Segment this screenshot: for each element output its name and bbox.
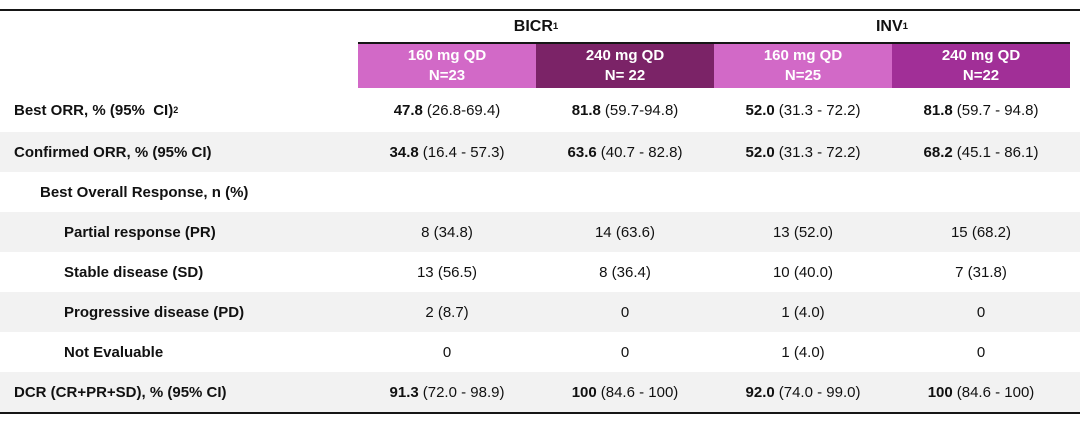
row-label: Partial response (PR) bbox=[64, 223, 216, 241]
data-cell: 81.8 (59.7 - 94.8) bbox=[923, 101, 1039, 119]
dose-label: 160 mg QD bbox=[763, 47, 843, 64]
data-cell bbox=[536, 172, 714, 212]
table-row-dcr: DCR (CR+PR+SD), % (95% CI) 91.3 (72.0 - 9… bbox=[0, 372, 1080, 412]
row-label: Progressive disease (PD) bbox=[64, 303, 245, 321]
data-cell: 1 (4.0) bbox=[781, 303, 825, 321]
dose-header-spacer bbox=[0, 42, 358, 88]
data-cell: 34.8 (16.4 - 57.3) bbox=[389, 143, 505, 161]
row-label: Not Evaluable bbox=[64, 343, 164, 361]
data-cell: 1 (4.0) bbox=[781, 343, 825, 361]
data-cell: 0 bbox=[620, 343, 630, 361]
data-cell: 0 bbox=[620, 303, 630, 321]
row-label: Stable disease (SD) bbox=[64, 263, 204, 281]
data-cell: 15 (68.2) bbox=[950, 223, 1012, 241]
data-cell: 8 (36.4) bbox=[599, 263, 651, 281]
n-label: N= 22 bbox=[604, 67, 646, 84]
col-header-bicr-240: 240 mg QD N= 22 bbox=[536, 42, 714, 88]
bottom-rule bbox=[0, 412, 1080, 414]
group-header-bicr: BICR 1 bbox=[513, 17, 559, 35]
table-row-not-evaluable: Not Evaluable 0 0 1 (4.0) 0 bbox=[0, 332, 1080, 372]
data-cell: 81.8 (59.7-94.8) bbox=[571, 101, 679, 119]
group-label-inv: INV bbox=[875, 17, 903, 35]
n-label: N=22 bbox=[962, 67, 1000, 84]
data-cell: 14 (63.6) bbox=[594, 223, 656, 241]
col-header-inv-160: 160 mg QD N=25 bbox=[714, 42, 892, 88]
data-cell: 2 (8.7) bbox=[425, 303, 469, 321]
data-cell: 100 (84.6 - 100) bbox=[927, 383, 1035, 401]
row-label: Best ORR, % (95% CI) 2 bbox=[14, 101, 179, 119]
data-cell: 8 (34.8) bbox=[421, 223, 473, 241]
data-cell: 92.0 (74.0 - 99.0) bbox=[745, 383, 861, 401]
data-cell: 63.6 (40.7 - 82.8) bbox=[567, 143, 683, 161]
n-label: N=23 bbox=[428, 67, 466, 84]
n-label: N=25 bbox=[784, 67, 822, 84]
table-row-progressive-disease: Progressive disease (PD) 2 (8.7) 0 1 (4.… bbox=[0, 292, 1080, 332]
dose-label: 160 mg QD bbox=[407, 47, 487, 64]
table-row-confirmed-orr: Confirmed ORR, % (95% CI) 34.8 (16.4 - 57… bbox=[0, 132, 1080, 172]
table-row-partial-response: Partial response (PR) 8 (34.8) 14 (63.6)… bbox=[0, 212, 1080, 252]
data-cell: 0 bbox=[976, 303, 986, 321]
row-label: Confirmed ORR, % (95% CI) bbox=[14, 143, 212, 161]
dose-label: 240 mg QD bbox=[585, 47, 665, 64]
group-header-spacer bbox=[0, 11, 358, 42]
group-header-inv: INV 1 bbox=[875, 17, 908, 35]
data-cell: 0 bbox=[442, 343, 452, 361]
row-label: Best Overall Response, n (%) bbox=[40, 183, 249, 201]
data-cell: 68.2 (45.1 - 86.1) bbox=[923, 143, 1039, 161]
data-cell bbox=[358, 172, 536, 212]
data-cell bbox=[714, 172, 892, 212]
data-cell bbox=[892, 172, 1070, 212]
dose-label: 240 mg QD bbox=[941, 47, 1021, 64]
group-header-row: BICR 1 INV 1 bbox=[0, 11, 1080, 42]
col-header-bicr-160: 160 mg QD N=23 bbox=[358, 42, 536, 88]
col-header-inv-240: 240 mg QD N=22 bbox=[892, 42, 1070, 88]
data-cell: 47.8 (26.8-69.4) bbox=[393, 101, 501, 119]
table-row-best-overall-response: Best Overall Response, n (%) bbox=[0, 172, 1080, 212]
data-cell: 100 (84.6 - 100) bbox=[571, 383, 679, 401]
group-label-bicr: BICR bbox=[513, 17, 553, 35]
top-rule bbox=[0, 9, 1080, 11]
data-cell: 7 (31.8) bbox=[955, 263, 1007, 281]
data-cell: 13 (52.0) bbox=[772, 223, 834, 241]
table-row-stable-disease: Stable disease (SD) 13 (56.5) 8 (36.4) 1… bbox=[0, 252, 1080, 292]
data-cell: 91.3 (72.0 - 98.9) bbox=[389, 383, 505, 401]
dose-header-row: 160 mg QD N=23 240 mg QD N= 22 160 mg QD… bbox=[0, 42, 1080, 88]
data-cell: 10 (40.0) bbox=[772, 263, 834, 281]
data-cell: 52.0 (31.3 - 72.2) bbox=[745, 143, 861, 161]
row-label: DCR (CR+PR+SD), % (95% CI) bbox=[14, 383, 227, 401]
data-cell: 52.0 (31.3 - 72.2) bbox=[745, 101, 861, 119]
data-cell: 0 bbox=[976, 343, 986, 361]
table-row-best-orr: Best ORR, % (95% CI) 2 47.8 (26.8-69.4) 81… bbox=[0, 88, 1080, 132]
data-cell: 13 (56.5) bbox=[416, 263, 478, 281]
